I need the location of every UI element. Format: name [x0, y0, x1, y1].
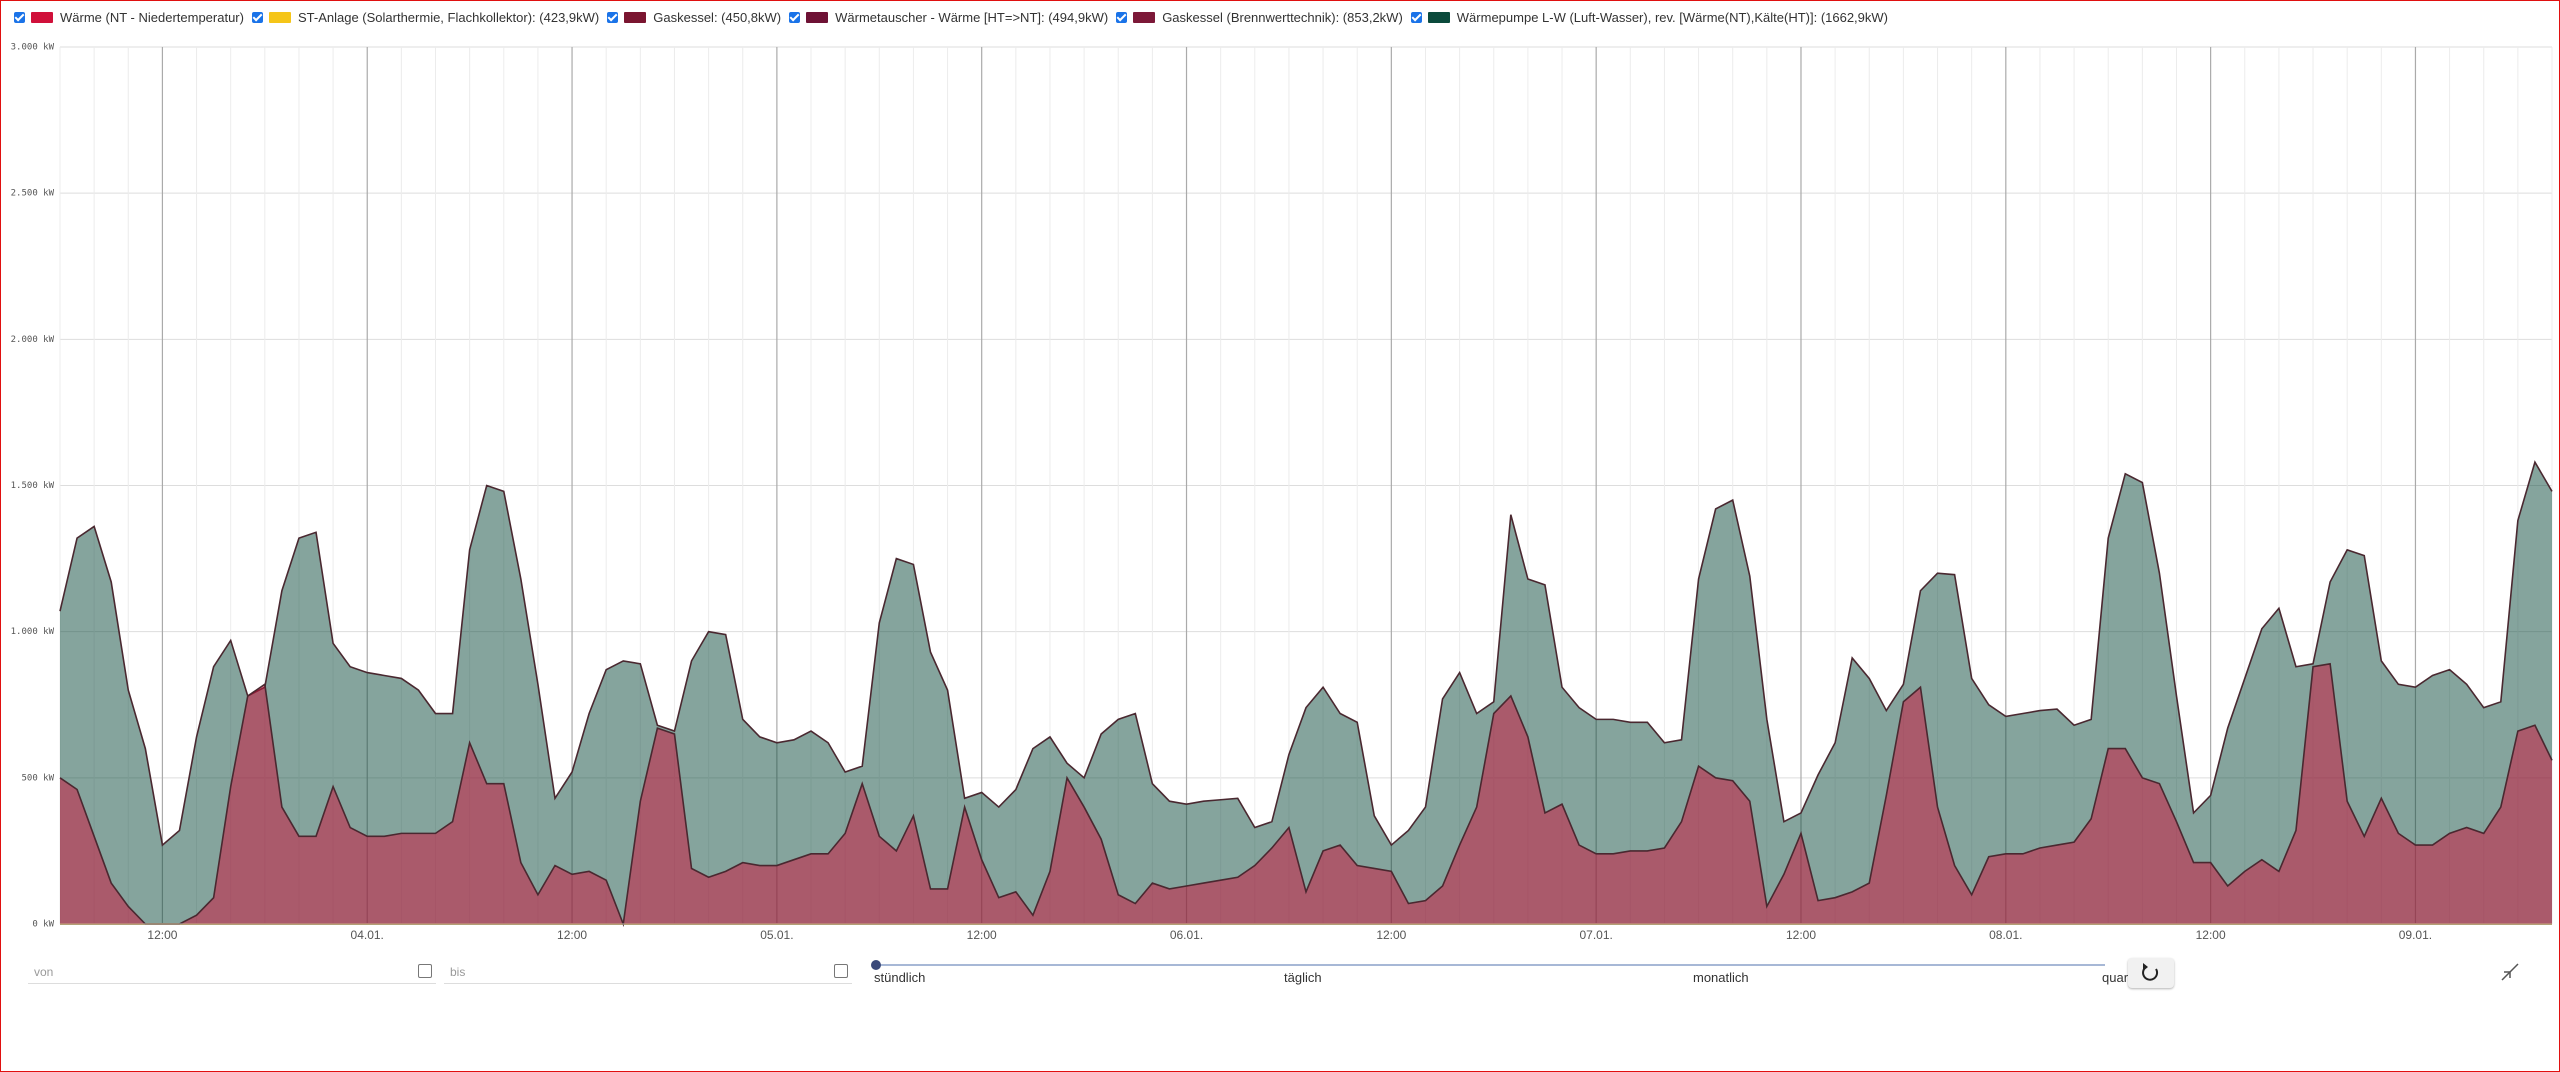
line — [59, 460, 2553, 847]
legend-swatch — [1133, 12, 1156, 23]
x-tick-label: 08.01. — [1989, 928, 2022, 942]
x-tick-label: 12:00 — [967, 928, 997, 942]
checkbox[interactable] — [251, 12, 263, 23]
area — [60, 663, 2552, 924]
legend-label: ST-Anlage (Solarthermie, Flachkollektor)… — [297, 10, 600, 25]
x-tick-label: 12:00 — [147, 928, 177, 942]
legend-swatch — [31, 12, 53, 23]
calendar-icon[interactable] — [834, 964, 848, 978]
checkbox[interactable] — [607, 12, 619, 23]
y-tick-label: 500 kW — [21, 773, 54, 783]
from-placeholder: von — [34, 965, 54, 979]
reset-icon — [2142, 963, 2159, 981]
checkbox[interactable] — [14, 12, 25, 23]
granularity-label[interactable]: stündlich — [874, 970, 926, 985]
legend-label: Gaskessel: (450,8kW) — [653, 10, 782, 25]
calendar-icon[interactable] — [418, 964, 432, 978]
legend-item[interactable]: Wärmepumpe L-W (Luft-Wasser), rev. [Wärm… — [1410, 10, 1889, 25]
checkbox[interactable] — [1116, 12, 1128, 23]
granularity-label[interactable]: täglich — [1284, 970, 1322, 985]
legend-item[interactable]: Gaskessel (Brennwerttechnik): (853,2kW) — [1116, 10, 1403, 25]
legend: Wärme (NT - Niedertemperatur) ST-Anlage (… — [14, 10, 1896, 25]
x-tick-label: 07.01. — [1579, 928, 1612, 942]
legend-swatch — [268, 12, 291, 23]
y-tick-label: 2.500 kW — [11, 189, 55, 199]
checkbox[interactable] — [789, 12, 801, 23]
granularity-label[interactable]: quar — [2102, 970, 2129, 985]
y-tick-label: 1.000 kW — [11, 627, 55, 637]
legend-label: Wärme (NT - Niedertemperatur) — [60, 10, 244, 25]
legend-label: Wärmetauscher - Wärme [HT=>NT]: (494,9kW… — [835, 10, 1109, 25]
y-tick-label: 3.000 kW — [11, 43, 55, 53]
x-tick-label: 04.01. — [351, 928, 384, 942]
y-tick-label: 1.500 kW — [11, 481, 55, 491]
x-tick-label: 09.01. — [2399, 928, 2432, 942]
line — [59, 662, 2553, 928]
legend-swatch — [624, 12, 647, 23]
legend-item[interactable]: ST-Anlage (Solarthermie, Flachkollektor)… — [251, 10, 600, 25]
x-tick-label: 12:00 — [2196, 928, 2226, 942]
granularity-label[interactable]: monatlich — [1693, 970, 1749, 985]
legend-label: Wärmepumpe L-W (Luft-Wasser), rev. [Wärm… — [1456, 10, 1889, 25]
x-tick-label: 12:00 — [1376, 928, 1406, 942]
y-tick-label: 2.000 kW — [11, 335, 55, 345]
legend-label: Gaskessel (Brennwerttechnik): (853,2kW) — [1162, 10, 1403, 25]
reset-button[interactable] — [2128, 958, 2174, 988]
legend-item[interactable]: Wärme (NT - Niedertemperatur) — [14, 10, 244, 25]
x-tick-label: 12:00 — [557, 928, 587, 942]
x-tick-label: 05.01. — [760, 928, 793, 942]
from-input[interactable]: von — [28, 961, 436, 984]
legend-swatch — [1427, 12, 1450, 23]
checkbox[interactable] — [1410, 12, 1422, 23]
x-tick-label: 06.01. — [1170, 928, 1203, 942]
to-placeholder: bis — [450, 965, 466, 979]
legend-item[interactable]: Wärmetauscher - Wärme [HT=>NT]: (494,9kW… — [789, 10, 1108, 25]
to-input[interactable]: bis — [444, 961, 852, 984]
legend-swatch — [806, 12, 829, 23]
x-tick-label: 12:00 — [1786, 928, 1816, 942]
legend-item[interactable]: Gaskessel: (450,8kW) — [607, 10, 781, 25]
y-tick-label: 0 kW — [32, 920, 54, 930]
